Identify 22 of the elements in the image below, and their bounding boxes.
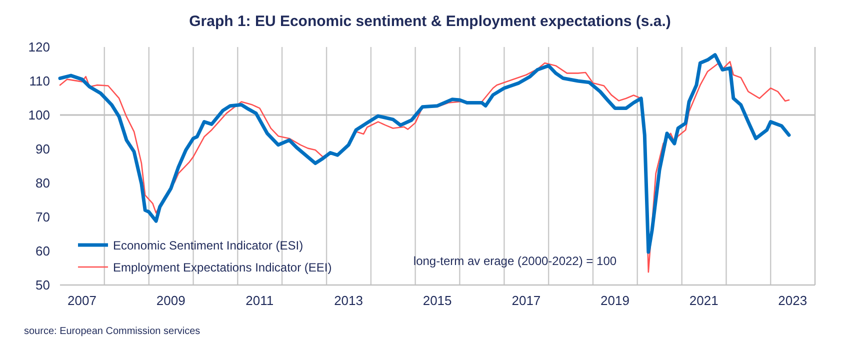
chart-title: Graph 1: EU Economic sentiment & Employment expectations (s.a.) [189, 13, 671, 30]
x-tick-label: 2015 [422, 293, 452, 308]
y-tick-label: 120 [28, 40, 50, 54]
x-tick-label: 2019 [600, 293, 630, 308]
x-tick-label: 2011 [246, 293, 274, 308]
annotation: long-term av erage (2000-2022) = 100 [413, 254, 617, 268]
x-tick-label: 2009 [156, 293, 186, 308]
x-tick-label: 2017 [512, 293, 541, 308]
x-tick-label: 2021 [689, 293, 718, 308]
y-tick-label: 90 [36, 142, 50, 156]
x-tick-label: 2023 [778, 293, 808, 308]
source-note: source: European Commission services [24, 326, 200, 337]
x-tick-label: 2013 [334, 293, 364, 308]
y-tick-label: 100 [28, 108, 50, 122]
legend-label: Employment Expectations Indicator (EEI) [113, 260, 332, 274]
x-tick-label: 2007 [68, 293, 96, 308]
y-tick-label: 110 [29, 74, 50, 88]
y-tick-label: 80 [36, 176, 50, 190]
legend-label: Economic Sentiment Indicator (ESI) [113, 238, 304, 252]
y-tick-label: 50 [36, 278, 50, 292]
y-tick-label: 70 [36, 210, 50, 224]
y-tick-label: 60 [36, 244, 50, 258]
